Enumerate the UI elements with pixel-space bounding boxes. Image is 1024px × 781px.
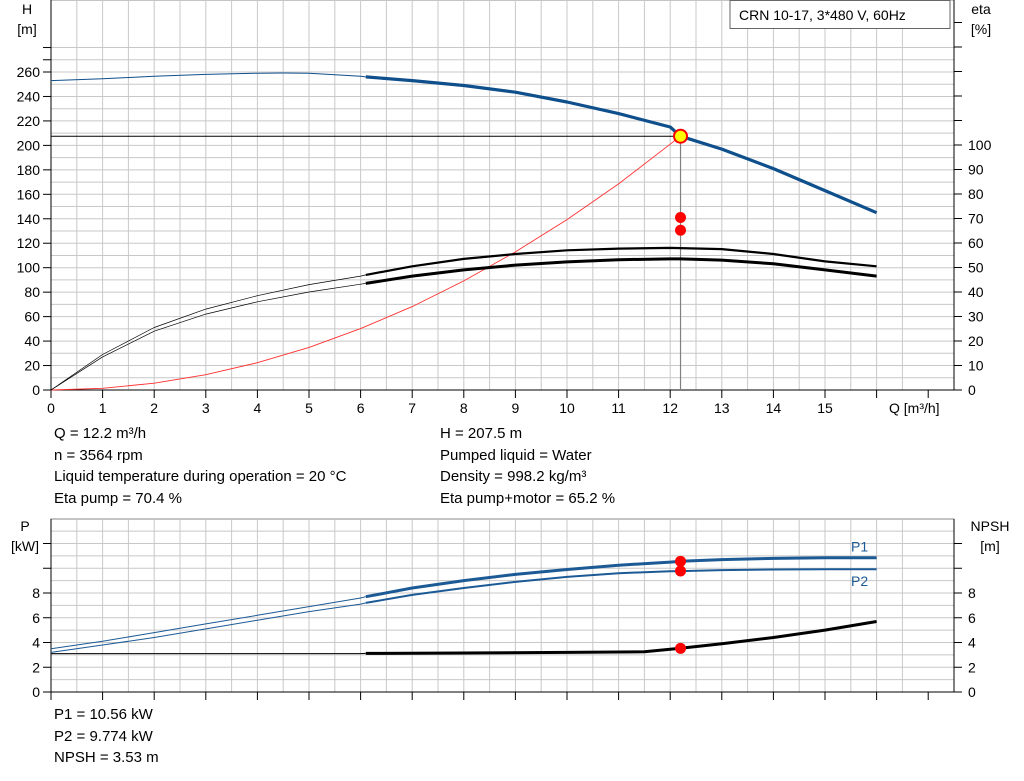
y2-axis-label: eta (971, 1, 991, 17)
x-tick-label: 7 (408, 400, 416, 416)
y-tick-label: 260 (17, 64, 41, 80)
p1-curve-extended (50, 596, 366, 650)
p2-curve (365, 568, 877, 604)
y-tick-label: 4 (32, 635, 40, 651)
y2-tick-label: 60 (968, 235, 984, 251)
x-tick-label: 12 (662, 400, 678, 416)
x-tick-label: 2 (150, 400, 158, 416)
eta-pump-curve-extended (50, 274, 366, 391)
p2-series-label: P2 (851, 573, 868, 589)
power-npsh-panel: 0 2 4 6 8 0 2 4 6 8 P [kW] NPSH [m] P1 P2 (11, 518, 1009, 700)
y2-tick-label: 80 (968, 186, 984, 202)
y-axis-label: H (22, 1, 32, 17)
y-tick-label: 20 (24, 358, 40, 374)
legend-box (729, 0, 951, 29)
y-tick-label: 8 (32, 585, 40, 601)
x-tick-label: 3 (202, 400, 210, 416)
y-tick-label: 6 (32, 610, 40, 626)
info-eta-pump: Eta pump = 70.4 % (54, 489, 182, 507)
head-curve (365, 75, 878, 215)
y2-tick-label: 0 (968, 382, 976, 398)
y2-tick-label: 40 (968, 284, 984, 300)
duty-point-head (673, 128, 689, 144)
y2-axis-label: NPSH (971, 518, 1010, 534)
plot-frame (50, 0, 955, 391)
y2-tick-label: 8 (968, 585, 976, 601)
x-tick-label: 15 (817, 400, 833, 416)
x-tick-label: 1 (99, 400, 107, 416)
y2-tick-label: 0 (968, 684, 976, 700)
x-tick-label: 4 (254, 400, 262, 416)
y-tick-label: 100 (17, 260, 41, 276)
y-tick-label: 80 (24, 284, 40, 300)
info-eta-pump-motor: Eta pump+motor = 65.2 % (440, 489, 616, 507)
y2-tick-label: 90 (968, 162, 984, 178)
info-head: H = 207.5 m (440, 425, 523, 442)
x-tick-label: 8 (460, 400, 468, 416)
y-tick-label: 0 (32, 684, 40, 700)
y2-tick-label: 50 (968, 260, 984, 276)
y2-axis-unit: [%] (971, 21, 991, 37)
info-liquid-temperature: Liquid temperature during operation = 20… (54, 468, 347, 485)
y-axis-unit: [m] (17, 21, 36, 37)
duty-point-eta-pump-motor (675, 224, 687, 236)
y-tick-label: 40 (24, 333, 40, 349)
y-tick-label: 120 (17, 235, 41, 251)
head-curve-extended (50, 72, 366, 82)
info-npsh: NPSH = 3.53 m (54, 749, 159, 766)
x-tick-label: 9 (512, 400, 520, 416)
head-efficiency-panel: 0204060801001201401601802002202402600102… (17, 0, 992, 416)
y-tick-label: 180 (17, 162, 41, 178)
y-tick-label: 240 (17, 88, 41, 104)
y2-tick-label: 20 (968, 333, 984, 349)
eta-pump-motor-curve-extended (50, 283, 366, 391)
duty-point-p1 (675, 555, 687, 567)
bottom-info: P1 = 10.56 kW P2 = 9.774 kW NPSH = 3.53 … (54, 704, 159, 769)
info-p2: P2 = 9.774 kW (54, 727, 153, 745)
y2-tick-label: 10 (968, 358, 984, 374)
y2-tick-label: 6 (968, 610, 976, 626)
info-p1: P1 = 10.56 kW (54, 706, 153, 723)
top-info-left: Q = 12.2 m³/h n = 3564 rpm Liquid temper… (54, 423, 346, 509)
x-tick-label: 0 (47, 400, 55, 416)
info-speed: n = 3564 rpm (54, 446, 143, 464)
p1-series-label: P1 (851, 539, 868, 555)
p2-curve-extended (50, 602, 366, 653)
x-tick-label: 11 (611, 400, 626, 416)
y-tick-label: 220 (17, 113, 41, 129)
duty-point-npsh (675, 642, 687, 654)
top-info-right: H = 207.5 m Pumped liquid = Water Densit… (440, 423, 615, 509)
y2-tick-label: 30 (968, 309, 984, 325)
duty-point-eta-pump (675, 212, 687, 224)
x-tick-label: 5 (305, 400, 313, 416)
x-tick-label: 14 (766, 400, 782, 416)
system-curve (50, 135, 681, 391)
x-tick-label: 13 (714, 400, 730, 416)
info-density: Density = 998.2 kg/m³ (440, 468, 587, 485)
y2-tick-label: 70 (968, 211, 984, 227)
y-axis-label: P (20, 518, 29, 534)
y2-tick-label: 2 (968, 659, 976, 675)
x-tick-label: 6 (357, 400, 365, 416)
info-flow: Q = 12.2 m³/h (54, 425, 147, 442)
y-axis-unit: [kW] (11, 538, 39, 554)
y-tick-label: 0 (32, 382, 40, 398)
y2-tick-label: 4 (968, 635, 976, 651)
y-tick-label: 140 (17, 211, 41, 227)
eta-pump-curve (365, 246, 877, 276)
eta-pump-motor-curve (365, 257, 877, 285)
y-tick-label: 200 (17, 137, 41, 153)
y2-tick-label: 100 (968, 137, 992, 153)
y-tick-label: 60 (24, 309, 40, 325)
y2-axis-unit: [m] (980, 538, 999, 554)
x-tick-label: 10 (559, 400, 575, 416)
y-tick-label: 2 (32, 659, 40, 675)
info-pumped-liquid: Pumped liquid = Water (440, 446, 592, 464)
legend-text: CRN 10-17, 3*480 V, 60Hz (739, 7, 906, 23)
y-tick-label: 160 (17, 186, 41, 202)
x-axis-label: Q [m³/h] (889, 400, 940, 416)
duty-point-p2 (675, 565, 687, 577)
p1-curve (365, 556, 877, 599)
